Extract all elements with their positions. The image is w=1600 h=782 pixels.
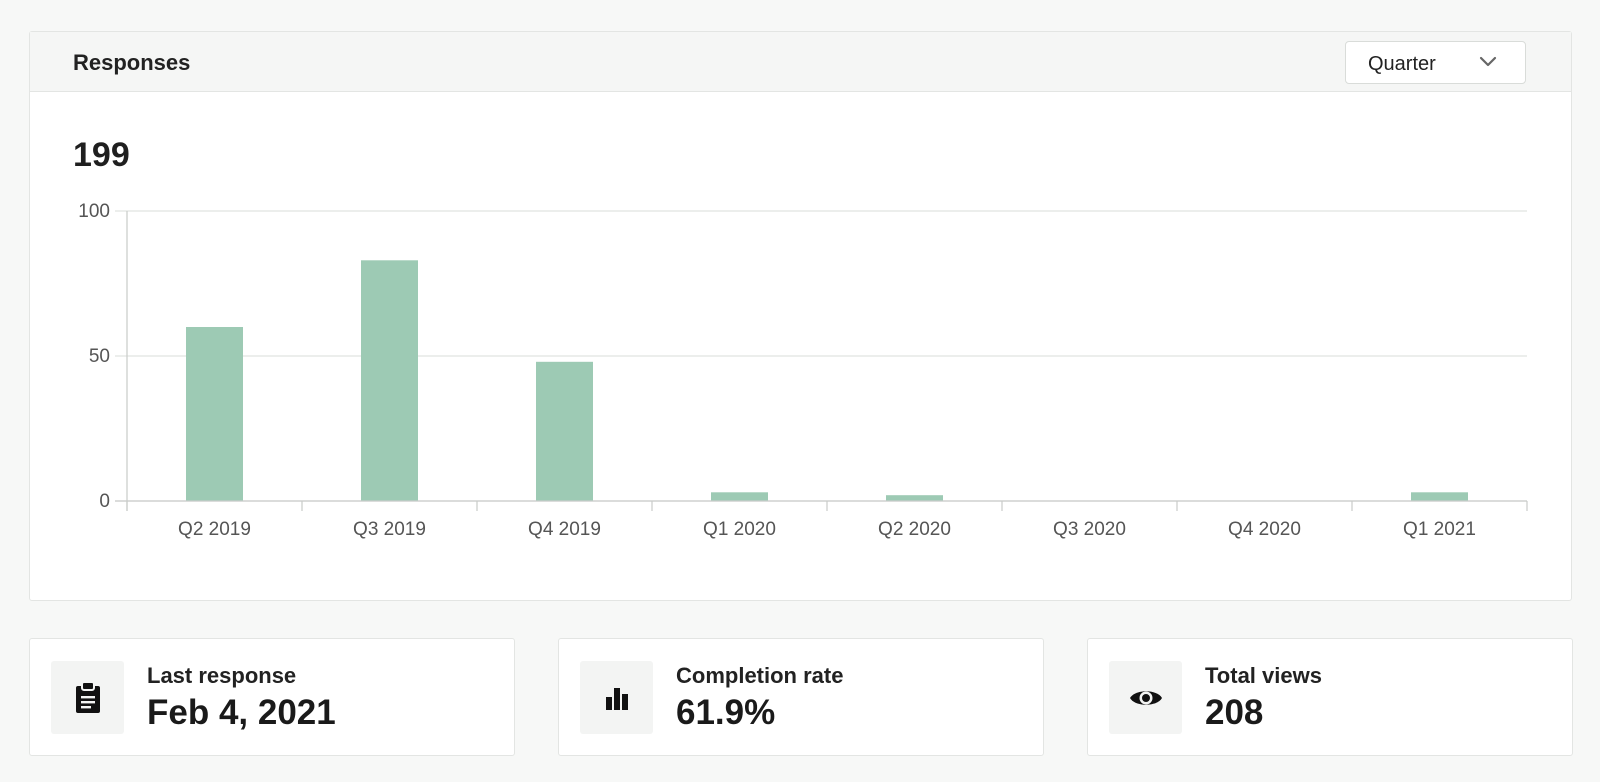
- panel-title: Responses: [73, 50, 191, 75]
- x-tick-label: Q3 2019: [353, 519, 426, 540]
- x-tick-label: Q4 2020: [1228, 519, 1301, 540]
- period-select[interactable]: Quarter: [1345, 41, 1526, 84]
- stat-card-total-views: Total views 208: [1087, 638, 1573, 756]
- stat-card-last-response: Last response Feb 4, 2021: [29, 638, 515, 756]
- bar: [711, 492, 768, 501]
- stat-value: Feb 4, 2021: [147, 693, 336, 732]
- bar: [536, 361, 593, 501]
- stat-icon-box: [51, 661, 124, 734]
- stat-icon-box: [580, 661, 653, 734]
- stat-icon-box: [1109, 661, 1182, 734]
- chart-bars: [186, 260, 1468, 501]
- y-tick-label: 100: [78, 201, 110, 222]
- panel-header: Responses Quarter: [30, 32, 1571, 92]
- clipboard-icon: [75, 680, 100, 713]
- responses-total: 199: [73, 136, 130, 174]
- bar: [1411, 492, 1468, 501]
- bar: [186, 327, 243, 501]
- x-tick-label: Q1 2020: [703, 519, 776, 540]
- x-tick-label: Q3 2020: [1053, 519, 1126, 540]
- stat-value: 208: [1205, 693, 1264, 732]
- eye-icon: [1129, 690, 1162, 705]
- stat-label: Last response: [147, 663, 297, 688]
- bar-chart-icon: [605, 687, 628, 710]
- period-select-value: Quarter: [1368, 53, 1436, 75]
- chevron-down-icon: [1479, 56, 1497, 67]
- y-tick-label: 50: [89, 346, 110, 367]
- stat-value: 61.9%: [676, 693, 776, 732]
- stat-card-completion-rate: Completion rate 61.9%: [558, 638, 1044, 756]
- stat-label: Completion rate: [676, 663, 844, 688]
- chart-gridlines: [115, 210, 1527, 502]
- y-axis-ticks: 0 50 100: [78, 201, 110, 512]
- x-axis-ticks: Q2 2019 Q3 2019 Q4 2019 Q1 2020 Q2 2020 Q3 20…: [178, 519, 1476, 540]
- x-axis: [115, 211, 1528, 511]
- x-tick-label: Q4 2019: [528, 519, 601, 540]
- bar: [886, 495, 943, 501]
- x-tick-label: Q2 2020: [878, 519, 951, 540]
- y-tick-label: 0: [99, 491, 110, 512]
- x-tick-label: Q1 2021: [1403, 519, 1476, 540]
- x-tick-label: Q2 2019: [178, 519, 251, 540]
- responses-panel: Responses Quarter 199 0 50 100 Q2 2019 Q3 2…: [29, 31, 1572, 601]
- stat-label: Total views: [1205, 663, 1322, 688]
- bar: [361, 260, 418, 501]
